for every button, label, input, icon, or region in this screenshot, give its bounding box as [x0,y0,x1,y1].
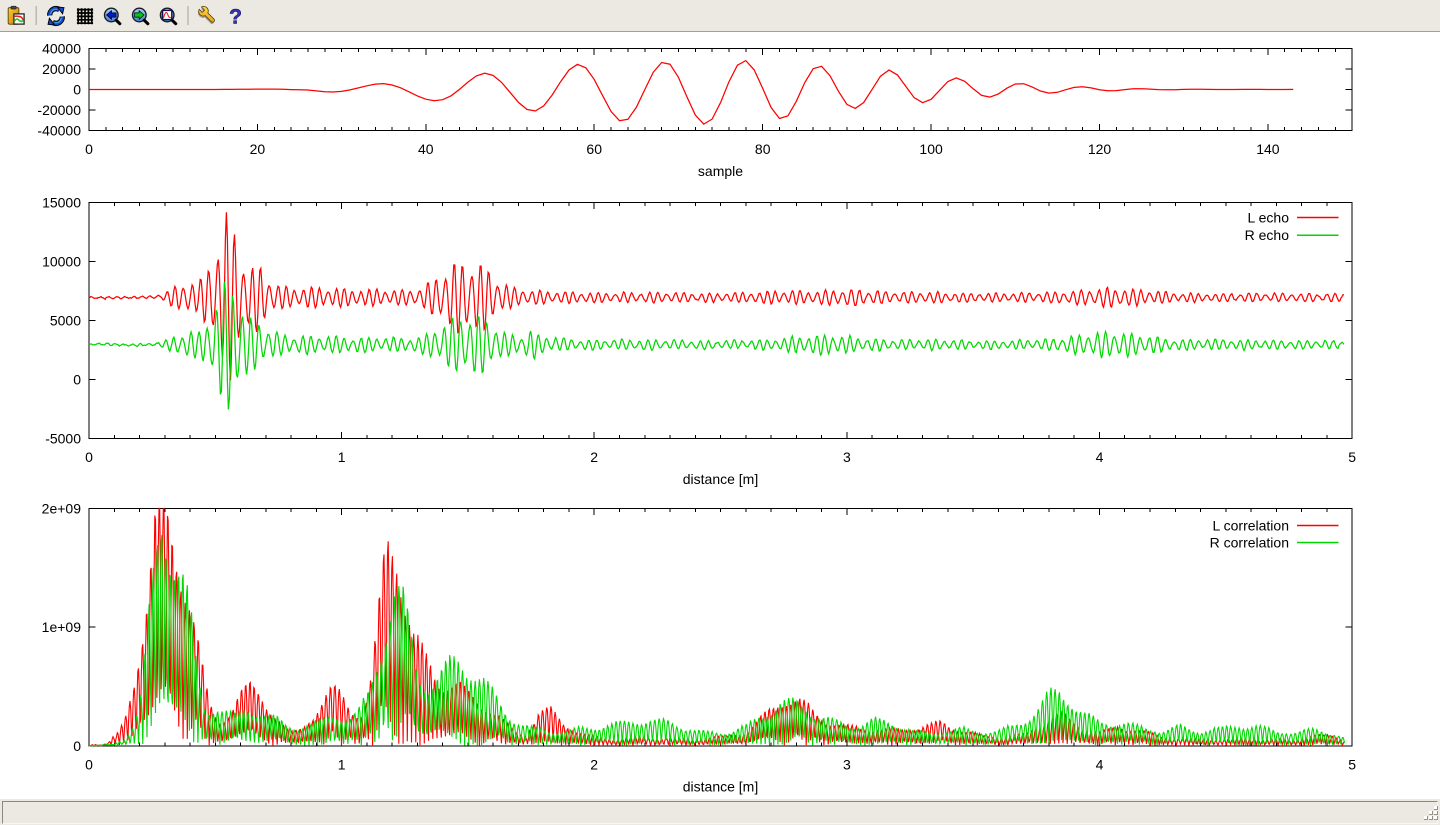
svg-text:120: 120 [1088,141,1112,157]
svg-text:2: 2 [590,449,598,465]
svg-text:L echo: L echo [1247,209,1289,225]
svg-text:40: 40 [418,141,434,157]
svg-text:1: 1 [338,449,346,465]
svg-text:20000: 20000 [42,61,81,77]
svg-text:L correlation: L correlation [1212,518,1289,534]
svg-text:distance [m]: distance [m] [683,471,758,487]
svg-text:2: 2 [590,757,598,773]
svg-text:0: 0 [85,449,93,465]
svg-text:sample: sample [698,163,743,179]
svg-text:4: 4 [1096,757,1104,773]
svg-text:?: ? [229,6,242,29]
svg-text:0: 0 [85,757,93,773]
svg-text:3: 3 [843,757,851,773]
svg-text:4: 4 [1096,449,1104,465]
svg-text:40000: 40000 [42,40,81,56]
svg-text:80: 80 [755,141,771,157]
svg-text:0: 0 [73,738,81,754]
svg-text:-20000: -20000 [37,102,81,118]
svg-text:2e+09: 2e+09 [42,500,82,516]
svg-text:0: 0 [85,141,93,157]
svg-text:100: 100 [919,141,943,157]
svg-text:140: 140 [1256,141,1280,157]
svg-text:60: 60 [586,141,602,157]
svg-text:5: 5 [1348,757,1356,773]
svg-text:R correlation: R correlation [1210,535,1289,551]
svg-text:-40000: -40000 [37,123,81,139]
svg-text:distance [m]: distance [m] [683,779,758,795]
svg-text:-5000: -5000 [45,431,81,447]
svg-text:0: 0 [73,372,81,388]
svg-text:0: 0 [73,82,81,98]
svg-text:5000: 5000 [50,313,81,329]
svg-text:R echo: R echo [1245,227,1290,243]
svg-text:10000: 10000 [42,253,81,269]
svg-text:1: 1 [338,757,346,773]
svg-text:5: 5 [1348,449,1356,465]
svg-text:15000: 15000 [42,194,81,210]
svg-text:20: 20 [250,141,266,157]
svg-text:3: 3 [843,449,851,465]
svg-text:1e+09: 1e+09 [42,619,82,635]
